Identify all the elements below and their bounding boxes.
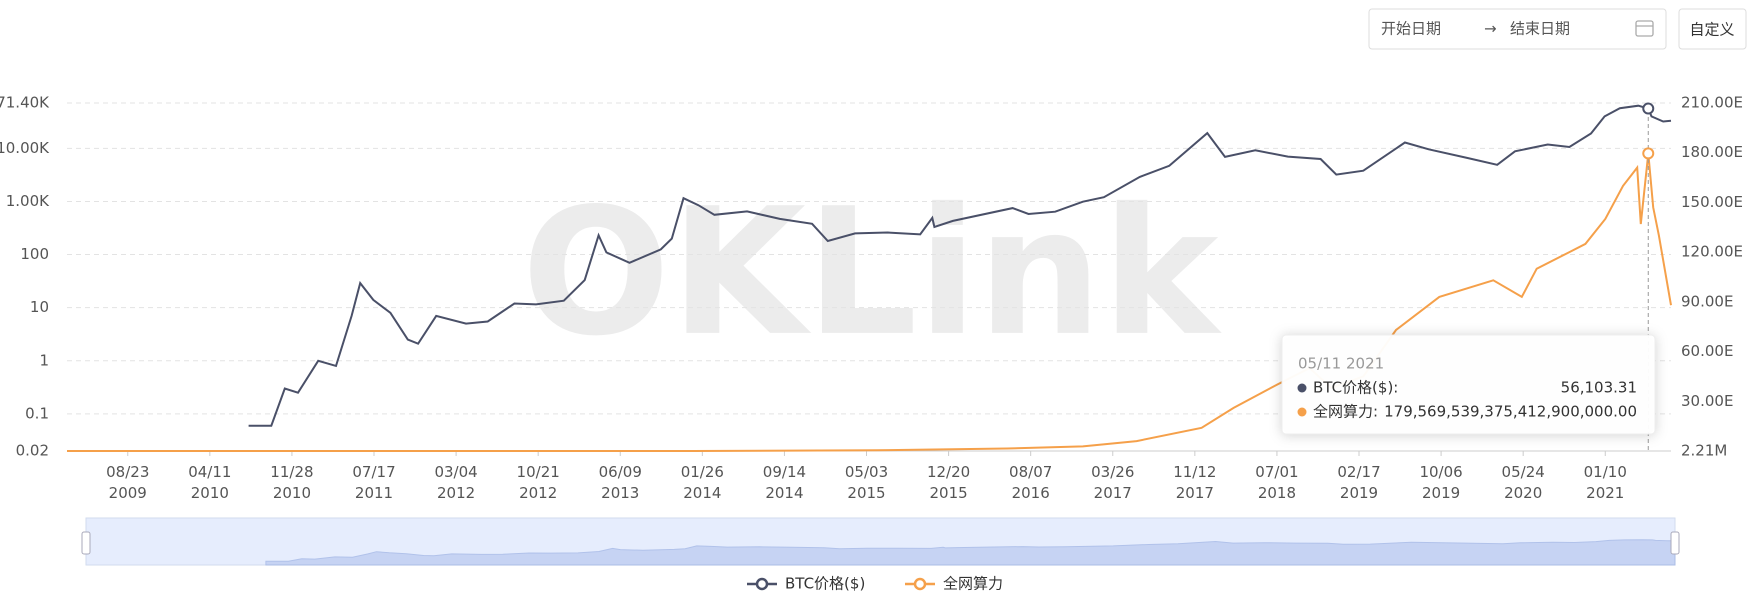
zoom-preview — [265, 539, 1676, 566]
zoom-handle[interactable] — [1670, 531, 1680, 555]
x-tick-label: 11/28 2010 — [270, 463, 313, 502]
x-tick-label: 12/20 2015 — [927, 463, 970, 502]
y2-tick-label: 180.00E — [1681, 143, 1743, 161]
tooltip — [1281, 334, 1656, 435]
x-tick-label: 05/24 2020 — [1502, 463, 1545, 502]
custom-button-label: 自定义 — [1689, 21, 1734, 39]
y-tick-label: 100 — [20, 245, 49, 263]
end-date-placeholder: 结束日期 — [1510, 20, 1570, 38]
start-date-placeholder: 开始日期 — [1381, 20, 1441, 38]
y2-tick-label: 2.21M — [1681, 442, 1727, 460]
tooltip-value: 179,569,539,375,412,900,000.00 — [1384, 403, 1637, 421]
y-tick-label: 71.40K — [0, 94, 50, 112]
hover-point — [1642, 102, 1655, 115]
calendar-icon — [1635, 20, 1654, 37]
x-tick-label: 03/26 2017 — [1091, 463, 1134, 502]
tooltip-date: 05/11 2021 — [1298, 355, 1384, 373]
date-range-input[interactable] — [1368, 8, 1667, 50]
x-tick-label: 04/11 2010 — [188, 463, 231, 502]
y2-tick-label: 120.00E — [1681, 243, 1743, 261]
legend-marker — [755, 577, 769, 591]
tooltip-value: 56,103.31 — [1561, 379, 1637, 397]
y-tick-label: 10.00K — [0, 139, 50, 157]
x-tick-label: 01/26 2014 — [681, 463, 724, 502]
x-tick-label: 03/04 2012 — [434, 463, 477, 502]
y2-tick-label: 60.00E — [1681, 342, 1733, 360]
x-tick-label: 05/03 2015 — [845, 463, 888, 502]
tooltip-series: BTC价格($): — [1313, 379, 1398, 397]
x-tick-label: 02/17 2019 — [1337, 463, 1380, 502]
x-tick-label: 11/12 2017 — [1173, 463, 1216, 502]
legend-marker — [913, 577, 927, 591]
x-tick-label: 08/07 2016 — [1009, 463, 1052, 502]
y-tick-label: 0.1 — [25, 404, 49, 422]
tooltip-dot — [1297, 407, 1307, 417]
series-line — [67, 153, 1672, 452]
x-tick-label: 07/17 2011 — [352, 463, 395, 502]
custom-button[interactable] — [1678, 8, 1747, 50]
y2-tick-label: 90.00E — [1681, 292, 1733, 310]
arrow: → — [1484, 20, 1497, 38]
y-tick-label: 10 — [30, 298, 49, 316]
y2-tick-label: 150.00E — [1681, 193, 1743, 211]
x-tick-label: 08/23 2009 — [106, 463, 149, 502]
x-tick-label: 10/06 2019 — [1419, 463, 1462, 502]
tooltip-series: 全网算力: — [1313, 403, 1378, 421]
x-tick-label: 10/21 2012 — [517, 463, 560, 502]
legend-label[interactable]: 全网算力 — [943, 575, 1003, 593]
y-tick-label: 1.00K — [6, 192, 50, 210]
legend-label[interactable]: BTC价格($) — [785, 575, 865, 593]
y2-tick-label: 30.00E — [1681, 392, 1733, 410]
x-tick-label: 01/10 2021 — [1584, 463, 1627, 502]
watermark: OKLink — [522, 172, 1222, 375]
x-tick-label: 07/01 2018 — [1255, 463, 1298, 502]
y-tick-label: 1 — [39, 351, 49, 369]
y2-tick-label: 210.00E — [1681, 94, 1743, 112]
x-tick-label: 06/09 2013 — [599, 463, 642, 502]
series-line — [248, 104, 1672, 427]
zoom-handle[interactable] — [81, 531, 91, 555]
y-tick-label: 0.02 — [16, 442, 49, 460]
hover-point — [1642, 147, 1655, 160]
tooltip-dot — [1297, 383, 1307, 393]
x-tick-label: 09/14 2014 — [763, 463, 806, 502]
